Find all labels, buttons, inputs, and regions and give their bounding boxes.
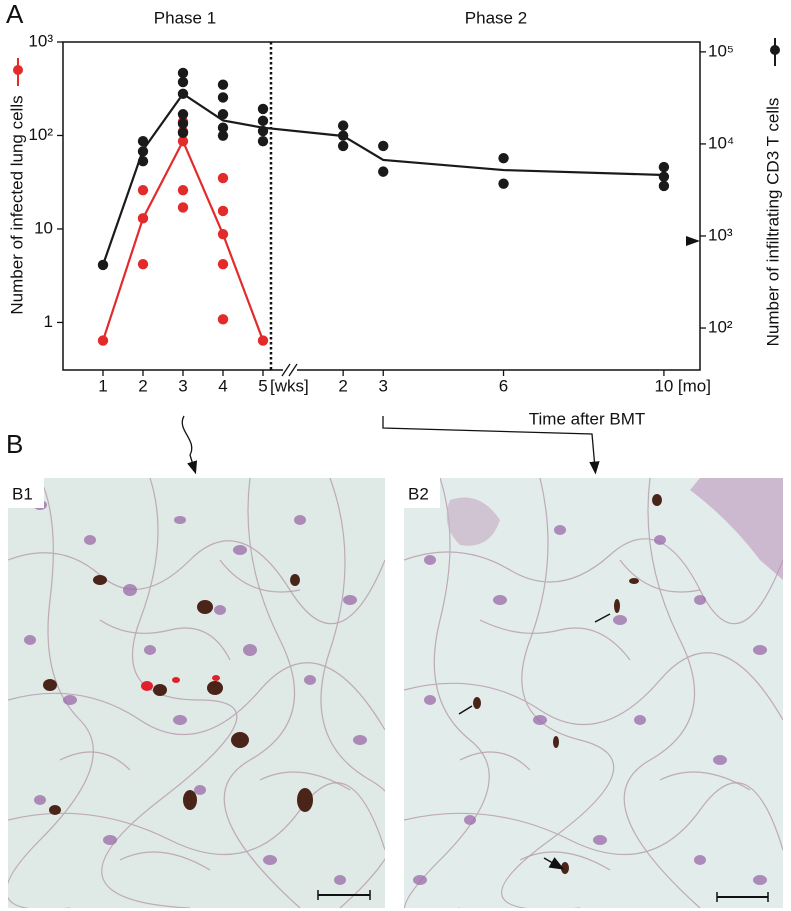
data-point bbox=[97, 259, 109, 271]
x-tick-label: 1 bbox=[98, 376, 107, 395]
micrograph bbox=[404, 478, 783, 908]
data-point bbox=[217, 314, 229, 325]
data-point bbox=[217, 172, 229, 184]
data-point bbox=[337, 130, 349, 141]
data-point bbox=[658, 171, 670, 182]
data-point bbox=[217, 258, 229, 270]
axis-break-gap bbox=[283, 364, 297, 376]
data-point bbox=[177, 127, 189, 139]
series-key-dot bbox=[770, 45, 780, 55]
x-tick-label: 5 bbox=[258, 376, 267, 395]
data-point bbox=[257, 103, 269, 115]
x-tick-label: 3 bbox=[178, 376, 187, 395]
y-tick-label: 10² bbox=[28, 125, 53, 144]
series-line bbox=[101, 138, 265, 341]
y-tick-label: 10 bbox=[34, 218, 53, 237]
x-axis-title: Time after BMT bbox=[529, 409, 646, 428]
axis-break bbox=[281, 363, 298, 377]
data-point bbox=[257, 115, 269, 127]
data-point bbox=[217, 92, 229, 103]
plot-layer: 1 10 10² 10³ 10² 10³ 10⁴ 10⁵ 1 2 3 4 5 2 3 6 10 [wks] [mo] bbox=[28, 31, 734, 395]
data-point bbox=[177, 88, 189, 100]
data-point bbox=[498, 152, 509, 164]
data-point bbox=[177, 184, 189, 196]
data-point bbox=[337, 140, 349, 152]
data-point bbox=[658, 161, 670, 173]
data-point bbox=[177, 109, 189, 120]
y2-tick-label: 10² bbox=[708, 318, 733, 337]
data-point bbox=[137, 136, 149, 147]
data-point bbox=[257, 136, 269, 147]
y2-tick-label: 10³ bbox=[708, 225, 733, 244]
phase-label: Phase 2 bbox=[465, 8, 527, 27]
x-unit-label: [wks] bbox=[270, 376, 309, 395]
plot-frame bbox=[62, 41, 701, 371]
data-point bbox=[137, 146, 149, 157]
data-point bbox=[337, 120, 349, 131]
x-unit-label: [mo] bbox=[678, 376, 711, 395]
connector-arrow bbox=[181, 415, 198, 475]
data-point bbox=[658, 180, 670, 192]
data-point bbox=[177, 76, 189, 88]
image-label: B1 bbox=[12, 484, 33, 503]
data-point bbox=[177, 135, 189, 147]
data-point bbox=[498, 178, 509, 189]
data-point bbox=[137, 213, 149, 224]
data-point bbox=[217, 109, 229, 120]
image-label: B2 bbox=[408, 484, 429, 503]
x-tick-label: 6 bbox=[499, 376, 508, 395]
data-point bbox=[137, 184, 149, 196]
data-point bbox=[137, 258, 149, 270]
x-tick-label: 2 bbox=[138, 376, 147, 395]
data-point bbox=[217, 228, 229, 240]
y-tick-label: 10³ bbox=[28, 31, 53, 50]
y-axis-title: Number of infected lung cells bbox=[7, 95, 26, 314]
connector-arrow bbox=[382, 416, 600, 475]
data-point bbox=[217, 122, 229, 133]
panel-label: A bbox=[6, 0, 24, 29]
y2-tick-label: 10⁴ bbox=[708, 133, 734, 152]
x-tick-label: 4 bbox=[218, 376, 227, 395]
data-point bbox=[378, 140, 389, 152]
x-tick-label: 3 bbox=[379, 376, 388, 395]
panel-label: B bbox=[6, 429, 23, 459]
x-tick-label: 2 bbox=[338, 376, 347, 395]
data-point bbox=[217, 79, 229, 90]
arrowhead-marker bbox=[686, 236, 700, 246]
series-key-dot bbox=[13, 65, 23, 75]
data-point bbox=[177, 67, 189, 79]
data-point bbox=[97, 335, 109, 346]
data-point bbox=[217, 205, 229, 217]
data-point bbox=[257, 125, 269, 137]
y-tick-label: 1 bbox=[44, 312, 53, 331]
data-point bbox=[177, 118, 189, 129]
data-point bbox=[217, 130, 229, 141]
data-point bbox=[378, 166, 389, 177]
x-tick-label: 10 bbox=[654, 376, 673, 395]
data-point bbox=[257, 335, 269, 346]
y2-axis-title: Number of infiltrating CD3 T cells bbox=[763, 98, 782, 347]
data-point bbox=[137, 155, 149, 167]
micrograph bbox=[8, 478, 385, 908]
phase-label: Phase 1 bbox=[154, 8, 216, 27]
data-point bbox=[177, 202, 189, 213]
y2-tick-label: 10⁵ bbox=[708, 41, 734, 60]
